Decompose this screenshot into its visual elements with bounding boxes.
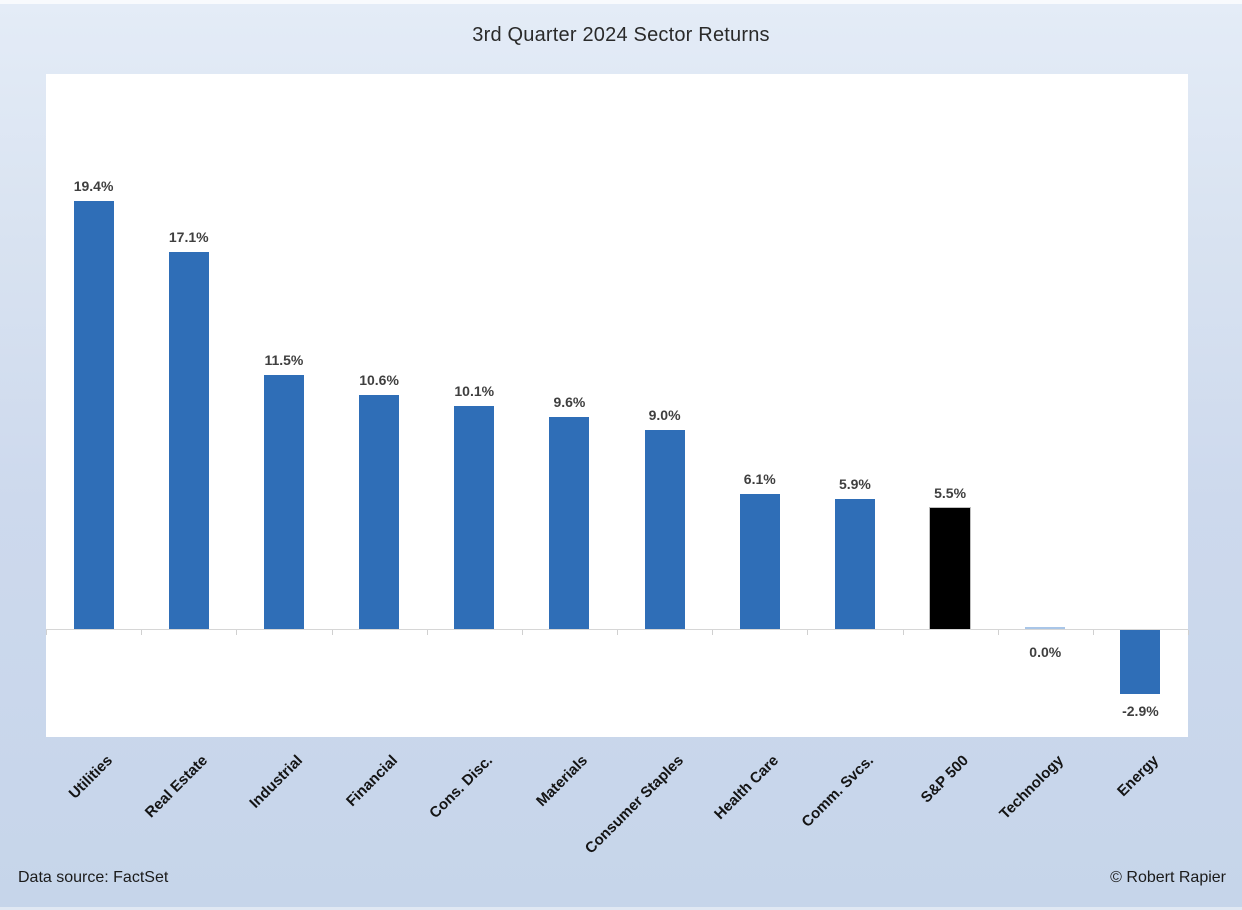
copyright-credit: © Robert Rapier <box>1110 869 1226 886</box>
chart-title: 3rd Quarter 2024 Sector Returns <box>472 24 770 46</box>
x-axis-tick <box>332 630 333 635</box>
x-axis-tick <box>712 630 713 635</box>
value-label-consumer-staples: 9.0% <box>648 407 681 423</box>
value-label-real-estate: 17.1% <box>168 229 209 245</box>
bottom-edge-highlight <box>0 907 1242 910</box>
value-label-s-p-500: 5.5% <box>934 485 967 501</box>
top-edge-highlight <box>0 0 1242 4</box>
bar-real-estate <box>168 252 209 629</box>
x-axis-tick <box>1188 630 1189 635</box>
value-label-technology: 0.0% <box>1029 644 1062 660</box>
x-axis-tick <box>427 630 428 635</box>
bar-health-care <box>739 494 780 629</box>
bar-financial <box>359 395 400 629</box>
bar-materials <box>549 417 590 629</box>
bar-cons-disc <box>454 406 495 629</box>
x-axis-tick <box>1093 630 1094 635</box>
value-label-comm-svcs: 5.9% <box>838 476 871 492</box>
bar-technology <box>1025 627 1066 629</box>
bar-consumer-staples <box>644 430 685 629</box>
x-axis-tick <box>522 630 523 635</box>
value-label-energy: -2.9% <box>1122 703 1159 719</box>
bar-industrial <box>263 375 304 629</box>
value-label-materials: 9.6% <box>553 394 586 410</box>
x-axis-tick <box>141 630 142 635</box>
plot-area <box>46 74 1188 737</box>
value-label-cons-disc: 10.1% <box>454 383 495 399</box>
x-axis-line <box>46 629 1188 630</box>
bar-utilities <box>73 201 114 629</box>
value-label-financial: 10.6% <box>359 372 399 388</box>
x-axis-tick <box>236 630 237 635</box>
x-axis-tick <box>617 630 618 635</box>
bar-comm-svcs <box>834 499 875 629</box>
x-axis-tick <box>46 630 47 635</box>
value-label-health-care: 6.1% <box>743 471 776 487</box>
data-source-note: Data source: FactSet <box>18 869 169 886</box>
x-axis-tick <box>807 630 808 635</box>
bar-energy <box>1120 630 1161 694</box>
x-axis-tick <box>903 630 904 635</box>
value-label-industrial: 11.5% <box>264 352 304 368</box>
x-axis-tick <box>998 630 999 635</box>
value-label-utilities: 19.4% <box>73 178 114 194</box>
bar-s-p-500 <box>930 508 971 629</box>
